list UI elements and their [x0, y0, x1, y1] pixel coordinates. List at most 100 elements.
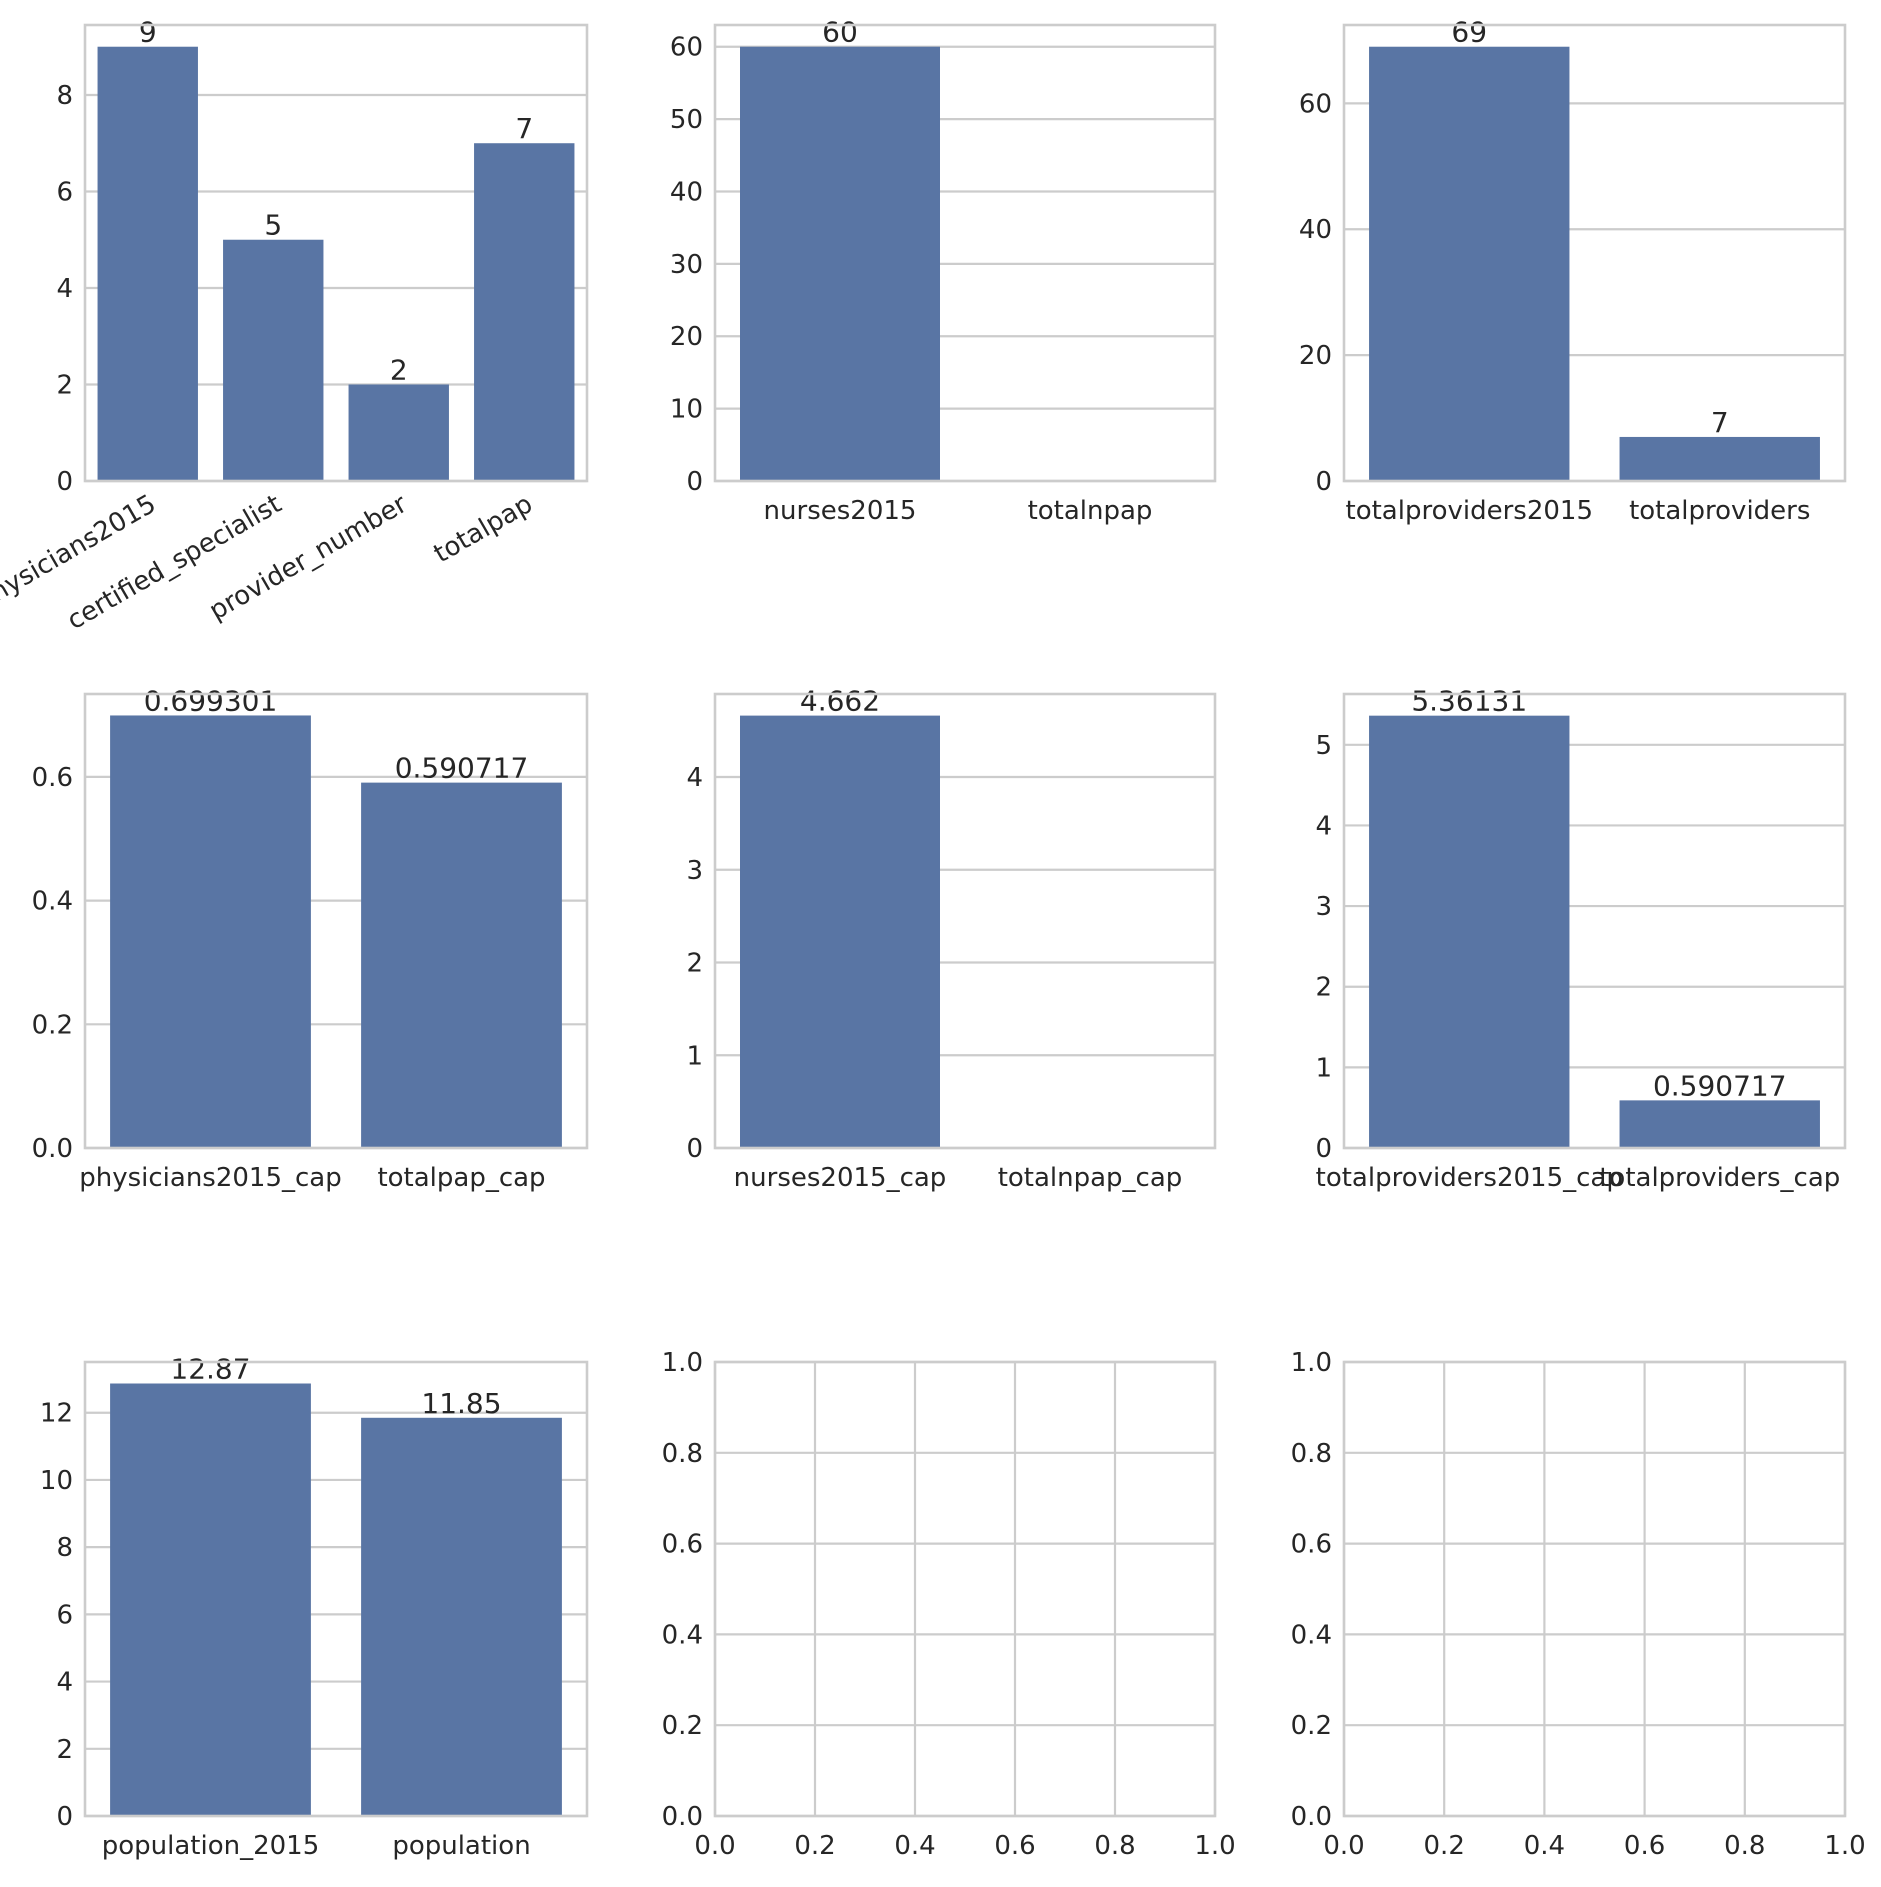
bar-population — [361, 1417, 562, 1816]
axes-frame — [713, 692, 1217, 1150]
y-tick-label: 0.6 — [1291, 1530, 1332, 1560]
x-tick-label: 0.2 — [1424, 1831, 1465, 1861]
x-tick-label: 0.6 — [1624, 1831, 1665, 1861]
bar-certified_specialist — [223, 239, 324, 481]
axes-frame — [83, 692, 589, 1150]
y-tick-label: 2 — [56, 370, 73, 400]
bar-physicians2015_cap — [110, 715, 311, 1148]
x-tick-label: totalproviders_cap — [1599, 1163, 1840, 1193]
x-tick-label: 0.4 — [1524, 1831, 1565, 1861]
y-tick-label: 20 — [1299, 341, 1332, 371]
y-tick-label: 1.0 — [662, 1348, 703, 1378]
axes-frame — [713, 1360, 1217, 1818]
subplot-7: 0 2 4 6 8 10 12 12.87 population_2015 11.85 popula… — [40, 1353, 589, 1861]
y-tick-label: 20 — [670, 322, 703, 352]
y-tick-label: 60 — [670, 33, 703, 63]
data-label: 0.699301 — [144, 684, 278, 717]
axes-frame — [1342, 1360, 1847, 1818]
bar-physicians2015 — [97, 46, 198, 481]
y-tick-label: 0 — [686, 1134, 703, 1164]
y-tick-label: 10 — [40, 1466, 73, 1496]
y-tick-label: 12 — [40, 1399, 73, 1429]
data-label: 12.87 — [170, 1353, 250, 1386]
y-tick-label: 6 — [56, 1600, 73, 1630]
axes-frame — [1342, 23, 1847, 483]
x-tick-label: 1.0 — [1194, 1831, 1235, 1861]
data-label: 4.662 — [800, 685, 880, 718]
y-tick-label: 1 — [686, 1041, 703, 1071]
y-tick-label: 2 — [1315, 973, 1332, 1003]
y-tick-label: 0 — [56, 1802, 73, 1832]
y-tick-label: 0 — [686, 467, 703, 497]
bar-nurses2015 — [740, 46, 940, 481]
data-label: 69 — [1451, 16, 1487, 49]
subplot-6: 0 1 2 3 4 5 5.36131 totalproviders2015_cap 0.590… — [1315, 685, 1847, 1193]
y-tick-label: 1.0 — [1291, 1348, 1332, 1378]
x-tick-label: 1.0 — [1824, 1831, 1865, 1861]
bar-totalpap_cap — [361, 782, 562, 1148]
axes-frame — [713, 23, 1217, 483]
x-tick-label: population — [392, 1831, 530, 1861]
x-tick-label: totalnpap_cap — [998, 1163, 1183, 1193]
subplot-9: 0.0 0.2 0.4 0.6 0.8 1.0 0.0 0.2 0.4 0.6 0.8 1.0 — [1291, 1348, 1866, 1861]
y-tick-label: 40 — [670, 177, 703, 207]
y-tick-label: 4 — [56, 274, 73, 304]
x-tick-label: 0.4 — [894, 1831, 935, 1861]
y-tick-label: 4 — [1315, 811, 1332, 841]
subplot-2: 0 10 20 30 40 50 60 60 nurses2015 totalnpap — [670, 16, 1217, 526]
x-tick-label: 0.8 — [1094, 1831, 1135, 1861]
x-tick-label: physicians2015_cap — [79, 1163, 342, 1193]
data-label: 7 — [515, 112, 533, 145]
x-tick-label: totalproviders2015 — [1346, 496, 1594, 526]
y-tick-label: 0 — [1315, 467, 1332, 497]
y-tick-label: 40 — [1299, 215, 1332, 245]
x-tick-label: certified_specialist — [62, 489, 287, 636]
data-label: 7 — [1711, 406, 1729, 439]
bar-population_2015 — [110, 1383, 311, 1816]
y-tick-label: 6 — [56, 177, 73, 207]
subplot-5: 0 1 2 3 4 4.662 nurses2015_cap totalnpap_cap — [686, 685, 1217, 1193]
data-label: 0.590717 — [395, 752, 529, 785]
axes-frame — [83, 1360, 589, 1818]
y-tick-label: 2 — [686, 949, 703, 979]
x-tick-label: totalpap_cap — [377, 1163, 545, 1193]
data-label: 9 — [139, 16, 157, 49]
x-tick-label: 0.6 — [994, 1831, 1035, 1861]
bar-totalproviders — [1619, 436, 1820, 481]
subplot-4: 0.0 0.2 0.4 0.6 0.699301 physicians2015_cap 0.… — [32, 684, 589, 1193]
bar-totalproviders2015_cap — [1369, 715, 1570, 1148]
y-tick-label: 0.6 — [662, 1530, 703, 1560]
y-tick-label: 1 — [1315, 1053, 1332, 1083]
subplot-3: 0 20 40 60 69 totalproviders2015 7 totalprovide… — [1299, 16, 1847, 526]
y-tick-label: 30 — [670, 250, 703, 280]
x-tick-label: totalproviders — [1629, 496, 1810, 526]
x-tick-label: 0.0 — [694, 1831, 735, 1861]
y-tick-label: 3 — [1315, 892, 1332, 922]
x-tick-label: 0.0 — [1323, 1831, 1364, 1861]
y-tick-label: 0.0 — [1291, 1802, 1332, 1832]
y-tick-label: 0.0 — [662, 1802, 703, 1832]
axes-frame — [83, 23, 589, 483]
y-tick-label: 0.2 — [662, 1711, 703, 1741]
x-tick-label: totalpap — [429, 489, 538, 569]
x-tick-label: nurses2015_cap — [734, 1163, 947, 1193]
y-tick-label: 8 — [56, 1533, 73, 1563]
y-tick-label: 5 — [1315, 731, 1332, 761]
data-label: 0.590717 — [1653, 1069, 1787, 1102]
y-tick-label: 0.0 — [32, 1134, 73, 1164]
bar-totalproviders2015 — [1369, 46, 1570, 481]
y-tick-label: 0.2 — [32, 1010, 73, 1040]
y-tick-label: 0.4 — [32, 887, 73, 917]
y-tick-label: 2 — [56, 1735, 73, 1765]
x-tick-label: totalproviders2015_cap — [1316, 1163, 1623, 1193]
data-label: 11.85 — [421, 1387, 501, 1420]
data-label: 5 — [264, 209, 282, 242]
bar-provider_number — [348, 384, 449, 481]
y-tick-label: 0.6 — [32, 763, 73, 793]
x-tick-label: 0.8 — [1724, 1831, 1765, 1861]
bar-nurses2015_cap — [740, 715, 940, 1148]
y-tick-label: 4 — [686, 763, 703, 793]
y-tick-label: 0 — [1315, 1134, 1332, 1164]
bar-totalpap — [474, 143, 575, 481]
